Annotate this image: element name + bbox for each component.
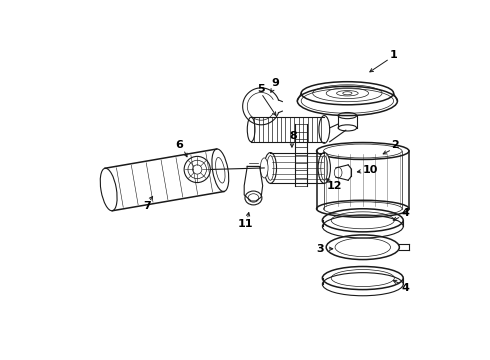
Ellipse shape: [318, 153, 330, 183]
Text: 3: 3: [317, 244, 324, 254]
Text: 6: 6: [175, 140, 183, 150]
Text: 4: 4: [401, 208, 409, 217]
Text: 10: 10: [363, 165, 378, 175]
Text: 12: 12: [326, 181, 342, 191]
Ellipse shape: [100, 168, 117, 211]
Text: 2: 2: [391, 140, 399, 150]
Ellipse shape: [247, 117, 255, 142]
Text: 5: 5: [257, 84, 265, 94]
Ellipse shape: [319, 116, 330, 143]
Text: 11: 11: [238, 219, 253, 229]
Text: 9: 9: [272, 78, 280, 88]
Text: 7: 7: [143, 202, 151, 211]
Text: 1: 1: [390, 50, 397, 60]
Text: 8: 8: [290, 131, 297, 141]
Ellipse shape: [212, 149, 229, 192]
Ellipse shape: [264, 153, 276, 183]
Ellipse shape: [260, 158, 268, 178]
Text: 4: 4: [401, 283, 409, 293]
